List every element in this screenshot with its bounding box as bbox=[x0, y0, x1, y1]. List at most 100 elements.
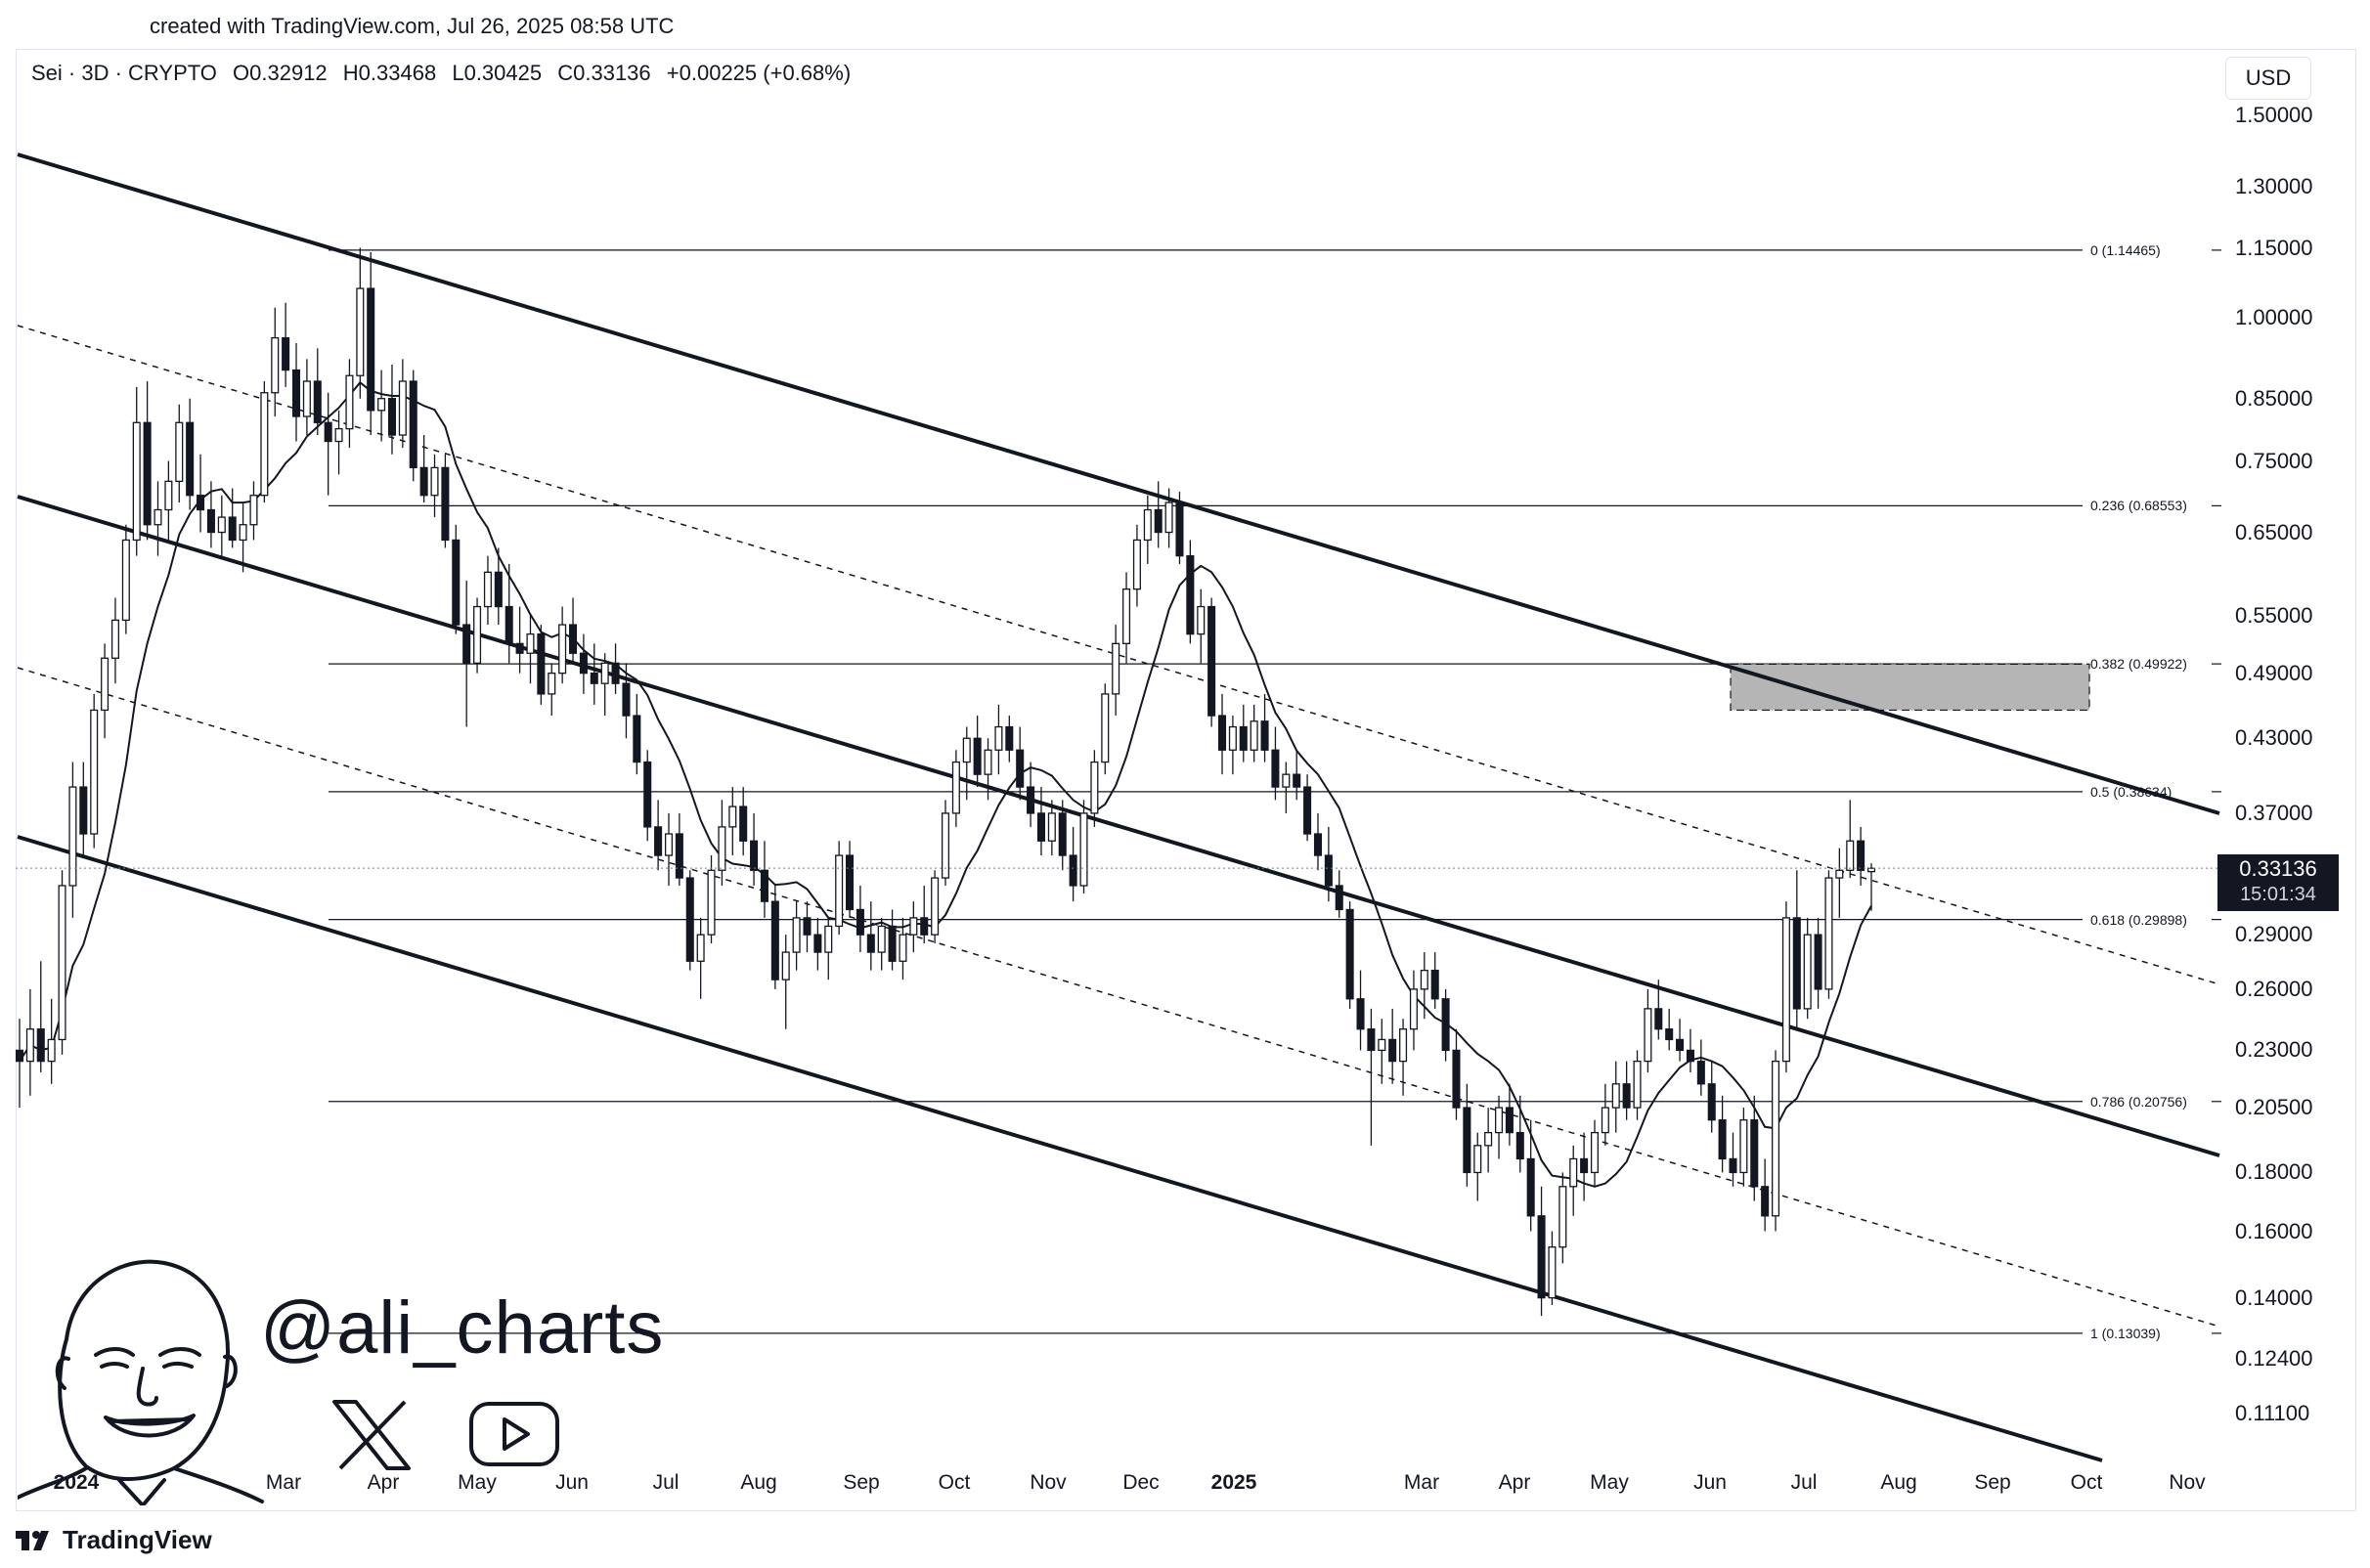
candle-body bbox=[1792, 917, 1801, 1010]
candle-body bbox=[1590, 1131, 1600, 1174]
candle-body bbox=[1101, 693, 1110, 763]
candles bbox=[15, 247, 1876, 1317]
candle-body bbox=[47, 1038, 56, 1063]
candle-body bbox=[1260, 720, 1269, 751]
candle-body bbox=[1303, 786, 1312, 835]
candle-body bbox=[1058, 812, 1067, 856]
candle-body bbox=[1601, 1107, 1609, 1134]
candle-body bbox=[271, 336, 280, 394]
candle-body bbox=[909, 917, 918, 936]
candle-body bbox=[494, 571, 503, 608]
time-axis-label: Sep bbox=[1974, 1471, 2011, 1494]
price-axis-label: 0.23000 bbox=[2235, 1037, 2313, 1063]
x-logo-icon[interactable] bbox=[330, 1398, 413, 1472]
bar-countdown: 15:01:34 bbox=[2240, 884, 2316, 905]
candle-body bbox=[430, 466, 439, 497]
candle-body bbox=[1676, 1038, 1685, 1052]
candle-body bbox=[1622, 1083, 1631, 1109]
candle-body bbox=[1228, 725, 1237, 751]
candle-body bbox=[1772, 1060, 1780, 1217]
candle-body bbox=[654, 826, 663, 856]
candle-body bbox=[302, 380, 311, 417]
candle-body bbox=[1335, 885, 1343, 911]
candle-body bbox=[143, 421, 152, 526]
candle-body bbox=[1378, 1038, 1386, 1052]
youtube-icon[interactable] bbox=[467, 1400, 561, 1468]
candle-body bbox=[866, 934, 875, 953]
candle-body bbox=[398, 380, 407, 436]
candle-body bbox=[154, 508, 162, 526]
symbol-name[interactable]: Sei · 3D · CRYPTO bbox=[31, 61, 217, 85]
time-axis-label: Sep bbox=[843, 1471, 880, 1494]
candle-body bbox=[1729, 1157, 1737, 1174]
candle-body bbox=[132, 421, 141, 542]
candle-body bbox=[685, 877, 694, 962]
candle-body bbox=[739, 806, 748, 842]
candle-body bbox=[324, 421, 332, 443]
price-axis-label: 1.30000 bbox=[2235, 173, 2313, 198]
price-axis-label: 0.26000 bbox=[2235, 976, 2313, 1001]
candle-body bbox=[1686, 1049, 1694, 1063]
ohlc-low: L0.30425 bbox=[452, 61, 543, 85]
candle-body bbox=[835, 854, 844, 928]
candle-body bbox=[239, 524, 247, 542]
price-axis-label: 0.29000 bbox=[2235, 922, 2313, 947]
candle-body bbox=[1803, 934, 1812, 1010]
candle-body bbox=[1846, 840, 1855, 871]
candle-body bbox=[1494, 1107, 1504, 1134]
candle-body bbox=[1537, 1215, 1546, 1299]
candle-body bbox=[206, 508, 215, 534]
candle-body bbox=[579, 652, 588, 675]
candle-body bbox=[110, 619, 119, 659]
candle-body bbox=[951, 761, 960, 814]
descending-channel bbox=[17, 152, 2220, 1462]
moving-average bbox=[19, 380, 1872, 1188]
ohlc-open: O0.32912 bbox=[233, 61, 328, 85]
currency-button[interactable]: USD bbox=[2225, 57, 2311, 100]
price-axis-label: 0.12400 bbox=[2235, 1345, 2313, 1371]
candle-body bbox=[1696, 1060, 1705, 1085]
channel-midline bbox=[17, 325, 2220, 985]
candle-body bbox=[473, 605, 482, 664]
candle-body bbox=[1644, 1008, 1652, 1063]
last-price-badge: 0.33136 15:01:34 bbox=[2217, 854, 2339, 911]
candle-body bbox=[590, 672, 598, 684]
candle-body bbox=[941, 812, 950, 879]
time-axis-label: Mar bbox=[1403, 1471, 1440, 1494]
candle-body bbox=[1558, 1186, 1567, 1248]
candle-body bbox=[1654, 1008, 1663, 1030]
candle-body bbox=[824, 925, 833, 953]
candle-body bbox=[973, 737, 982, 775]
candle-body bbox=[1707, 1083, 1716, 1121]
ohlc-close: C0.33136 bbox=[557, 61, 651, 85]
candle-body bbox=[1164, 501, 1173, 534]
candle-body bbox=[1154, 508, 1163, 534]
symbol-header: Sei · 3D · CRYPTO O0.32912 H0.33468 L0.3… bbox=[31, 61, 860, 86]
candle-body bbox=[197, 495, 205, 511]
candle-body bbox=[1611, 1083, 1620, 1109]
author-avatar bbox=[18, 1259, 264, 1505]
candle-body bbox=[1409, 988, 1418, 1030]
time-axis-label: May bbox=[458, 1471, 497, 1494]
candle-body bbox=[707, 869, 716, 936]
candle-body bbox=[1367, 1028, 1376, 1052]
candle-body bbox=[1293, 773, 1301, 788]
candle-body bbox=[1835, 869, 1844, 879]
candle-body bbox=[90, 709, 99, 835]
time-axis-label: Nov bbox=[2169, 1471, 2206, 1494]
tradingview-footer[interactable]: TradingView bbox=[16, 1525, 212, 1555]
candle-body bbox=[813, 934, 822, 953]
candle-body bbox=[291, 369, 301, 417]
candle-body bbox=[175, 421, 184, 483]
candle-body bbox=[1345, 908, 1354, 1000]
candle-body bbox=[345, 374, 354, 430]
fib-level-label: 1 (0.13039) bbox=[2090, 1325, 2161, 1341]
chart-watermark-text: created with TradingView.com, Jul 26, 20… bbox=[150, 14, 675, 38]
candle-body bbox=[452, 539, 461, 626]
candle-body bbox=[1143, 508, 1152, 542]
candle-body bbox=[728, 806, 737, 828]
price-axis-label: 0.85000 bbox=[2235, 385, 2313, 411]
candle-body bbox=[846, 854, 855, 911]
candle-body bbox=[228, 516, 237, 542]
